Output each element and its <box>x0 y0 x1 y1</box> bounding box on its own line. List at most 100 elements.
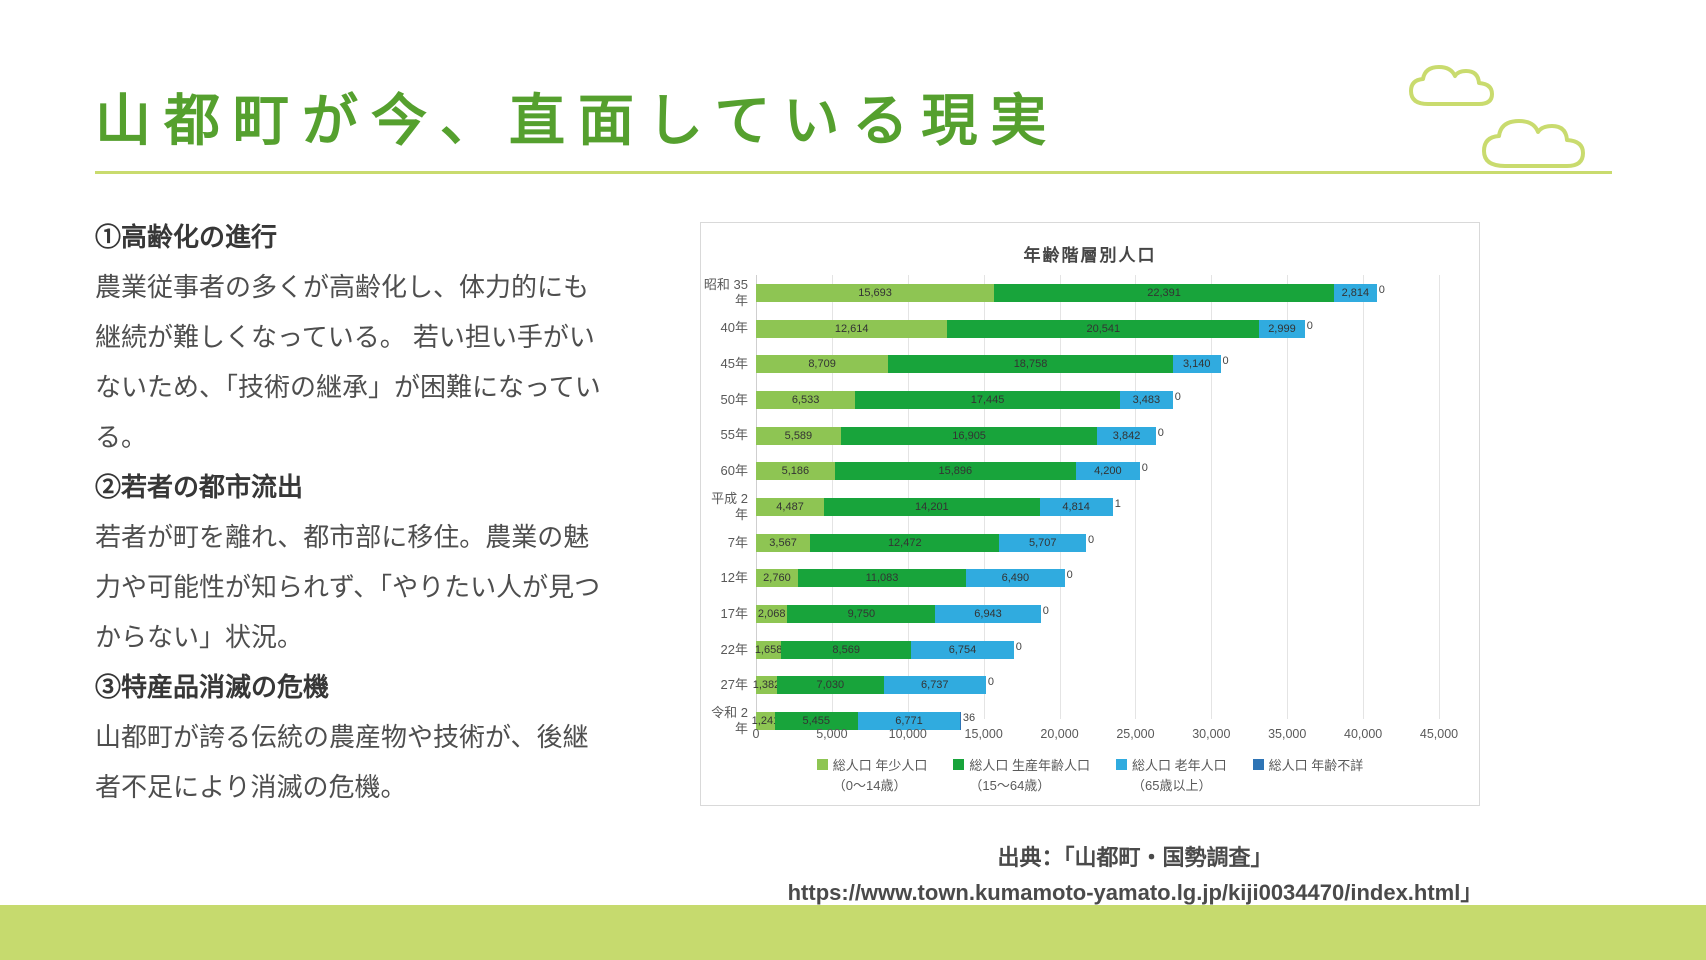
bar-segment: 5,186 <box>756 462 835 481</box>
legend-swatch-icon <box>953 759 965 770</box>
gridline <box>1439 275 1440 719</box>
bar-value-label: 4,487 <box>776 500 804 513</box>
bar-value-label: 12,614 <box>834 322 869 335</box>
bar-segment: 3,567 <box>756 533 811 552</box>
bar-value-label: 4,200 <box>1094 465 1122 478</box>
bar-stack: 5,589 16,905 3,842 0 <box>756 426 1439 445</box>
legend-label: 総人口 年齢不詳 <box>1268 758 1364 773</box>
bar-value-label: 3,140 <box>1182 358 1211 371</box>
axis-tick-label: 35,000 <box>1268 727 1307 741</box>
bar-segment: 1,658 <box>755 640 782 659</box>
bar-value-label: 15,896 <box>938 465 973 478</box>
bar-row: 40年 12,614 20,541 2,999 0 <box>721 311 1439 347</box>
category-label: 50年 <box>720 391 748 407</box>
bar-segment: 14,201 <box>824 497 1040 516</box>
bar-segment: 2,999 <box>1259 319 1305 338</box>
bar-value-label: 3,483 <box>1132 393 1161 406</box>
bar-value-label: 9,750 <box>847 608 876 621</box>
bar-end-label: 0 <box>1222 355 1229 368</box>
bar-row: 50年 6,533 17,445 3,483 0 <box>721 382 1439 418</box>
bar-end-label: 0 <box>1015 640 1022 653</box>
bar-value-label: 14,201 <box>915 500 949 513</box>
gridline <box>983 275 985 719</box>
category-label: 45年 <box>720 356 748 372</box>
footer-band <box>0 905 1706 960</box>
legend-item: 総人口 年齢不詳 <box>1252 756 1364 776</box>
bar-segment: 16,905 <box>840 426 1098 445</box>
bar-segment: 2,760 <box>756 569 798 588</box>
bar-segment: 8,569 <box>781 640 912 659</box>
bar-segment: 4,200 <box>1075 462 1140 481</box>
bar-segment <box>960 712 961 731</box>
bar-row: 55年 5,589 16,905 3,842 0 <box>721 418 1439 454</box>
bar-segment: 6,754 <box>911 640 1014 659</box>
bar-value-label: 22,391 <box>1147 286 1181 299</box>
source-line: 出典：「山都町・国勢調査」 <box>997 845 1273 870</box>
axis-tick-label: 0 <box>752 727 760 741</box>
bar-stack: 1,241 5,455 6,771 36 <box>752 712 1439 731</box>
bar-stack: 2,760 11,083 6,490 0 <box>756 569 1439 588</box>
bar-end-label: 36 <box>962 712 976 725</box>
gridline <box>1135 275 1137 719</box>
category-label: 令和 2 年 <box>711 704 748 737</box>
bar-stack: 1,382 7,030 6,737 0 <box>753 676 1439 695</box>
bar-row: 22年 1,658 8,569 6,754 0 <box>721 632 1439 668</box>
plot-area: 昭和 35 年 15,693 22,391 2,814 0 40年 12,614 20,541… <box>704 275 1440 737</box>
axis-tick-label: 20,000 <box>1040 727 1079 741</box>
bar-value-label: 5,589 <box>784 429 813 442</box>
category-label: 17年 <box>720 605 748 621</box>
bar-segment: 12,472 <box>810 533 1000 552</box>
bar-value-label: 2,999 <box>1268 322 1296 335</box>
axis-tick-label: 30,000 <box>1192 727 1231 741</box>
bar-end-label: 0 <box>1174 390 1181 403</box>
bar-segment: 6,943 <box>935 605 1041 624</box>
section-body-specialty-crisis: 山都町が誇る伝統の農産物や技術が、後継 者不足により消滅の危機。 <box>95 722 589 802</box>
bar-segment: 15,896 <box>834 462 1076 481</box>
bar-row: 平成 2 年 4,487 14,201 4,814 1 <box>711 489 1439 525</box>
category-label: 12年 <box>720 570 748 586</box>
bar-value-label: 2,760 <box>763 572 791 585</box>
bar-value-label: 18,758 <box>1013 358 1048 371</box>
grid-layer <box>756 275 1440 719</box>
bar-segment: 8,709 <box>756 355 889 374</box>
category-label: 平成 2 年 <box>711 490 748 522</box>
bar-stack: 4,487 14,201 4,814 1 <box>756 497 1439 516</box>
bar-value-label: 5,186 <box>781 465 810 478</box>
bar-segment: 2,068 <box>756 605 788 624</box>
bar-row: 7年 3,567 12,472 5,707 0 <box>728 525 1439 561</box>
bar-segment: 3,842 <box>1097 426 1156 445</box>
source-attribution: 出典：「山都町・国勢調査」 https://www.town.kumamoto-… <box>740 840 1530 910</box>
bar-row: 令和 2 年 1,241 5,455 6,771 36 <box>711 703 1439 739</box>
bar-row: 27年 1,382 7,030 6,737 0 <box>721 668 1439 704</box>
bar-segment: 4,814 <box>1039 497 1113 516</box>
axis-tick-label: 45,000 <box>1419 727 1459 741</box>
bar-value-label: 11,083 <box>865 572 899 585</box>
bar-segment: 6,771 <box>857 712 961 731</box>
bar-end-label: 0 <box>1141 462 1148 475</box>
legend-label: 総人口 老年人口 （65歳以上） <box>1132 758 1227 793</box>
bar-segment: 6,533 <box>756 390 856 409</box>
bar-stack: 2,068 9,750 6,943 0 <box>756 605 1439 624</box>
rows-layer: 昭和 35 年 15,693 22,391 2,814 0 40年 12,614 20,541… <box>704 275 1439 737</box>
bar-segment: 3,140 <box>1172 355 1221 374</box>
bar-row: 昭和 35 年 15,693 22,391 2,814 0 <box>704 275 1439 311</box>
gridline <box>1059 275 1061 719</box>
gridline <box>756 275 757 719</box>
bar-end-label: 0 <box>1378 283 1385 296</box>
category-label: 60年 <box>720 463 748 479</box>
bar-end-label: 0 <box>1088 533 1095 546</box>
source-url: https://www.town.kumamoto-yamato.lg.jp/k… <box>787 880 1483 905</box>
section-heading-specialty-crisis: ③特産品消滅の危機 <box>95 672 330 702</box>
bar-value-label: 3,567 <box>769 536 797 549</box>
legend-item: 総人口 年少人口 （0～14歳） <box>816 756 927 795</box>
bar-value-label: 6,771 <box>895 715 923 728</box>
bar-segment: 18,758 <box>888 355 1173 374</box>
bar-stack: 12,614 20,541 2,999 0 <box>756 319 1439 338</box>
bar-stack: 1,658 8,569 6,754 0 <box>755 640 1439 659</box>
bar-value-label: 6,737 <box>921 679 949 692</box>
bar-segment: 11,083 <box>797 569 967 588</box>
bar-end-label: 1 <box>1114 497 1121 510</box>
title-underline <box>95 171 1612 174</box>
bar-value-label: 6,533 <box>791 393 820 406</box>
category-label: 55年 <box>720 427 748 443</box>
